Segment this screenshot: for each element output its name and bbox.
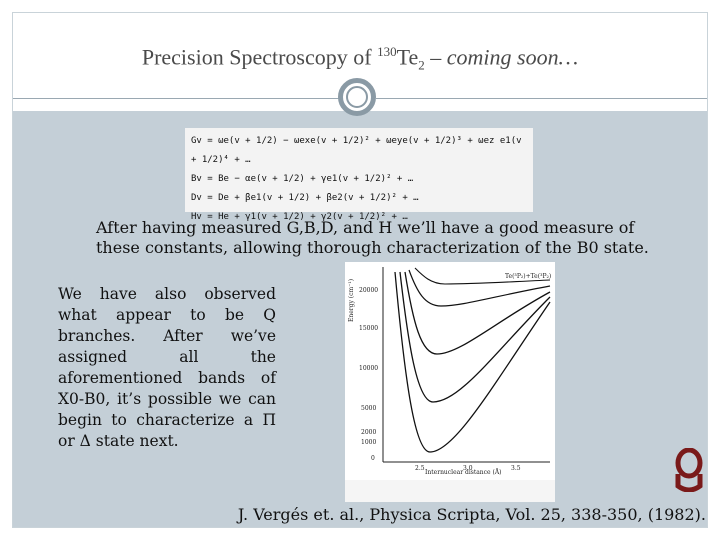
title-rule-right [376, 98, 707, 99]
citation: J. Vergés et. al., Physica Scripta, Vol.… [237, 505, 706, 524]
figure-ytick: 2000 [361, 429, 376, 436]
slide-title: Precision Spectroscopy of 130Te2 – comin… [0, 44, 720, 74]
figure-ylabel: Energy (cm⁻¹) [348, 279, 355, 322]
title-suffix: – coming soon… [424, 44, 579, 70]
circle-ornament-icon [338, 78, 376, 116]
figure-xtick: 3.5 [511, 465, 521, 472]
potential-curve-b [399, 271, 551, 403]
figure-caption-area [345, 480, 555, 502]
ou-logo-icon [675, 448, 703, 492]
potential-curve-upper [408, 269, 551, 307]
figure-ytick: 1000 [361, 439, 376, 446]
figure-corner-label: Te(³P₂)+Te(³P₂) [505, 273, 551, 280]
potential-curves-figure: Energy (cm⁻¹) Internuclear distance (Å) … [345, 262, 555, 502]
potential-curve-a [404, 271, 551, 355]
slide-frame [12, 12, 708, 528]
figure-ytick: 15000 [359, 325, 378, 332]
title-prefix: Precision Spectroscopy of [141, 44, 378, 70]
potential-curves-svg: Energy (cm⁻¹) Internuclear distance (Å) … [345, 267, 555, 502]
title-isotope: 130 [377, 44, 397, 59]
paragraph-q-branches: We have also observed what appear to be … [58, 285, 276, 450]
figure-ytick: 5000 [361, 405, 376, 412]
figure-ytick: 10000 [359, 365, 378, 372]
title-subscript: 2 [418, 57, 425, 73]
equation-line: Hv = He + γ1(v + 1/2) + γ2(v + 1/2)² + … [191, 212, 408, 222]
equation-line: Dv = De + βe1(v + 1/2) + βe2(v + 1/2)² +… [191, 193, 419, 203]
equations-image: Gv = ωe(v + 1/2) − ωexe(v + 1/2)² + ωeye… [185, 128, 533, 222]
equation-line: Gv = ωe(v + 1/2) − ωexe(v + 1/2)² + ωeye… [191, 136, 522, 165]
title-element: Te [396, 44, 419, 70]
figure-xtick: 3.0 [463, 465, 473, 472]
figure-ytick: 0 [371, 455, 375, 462]
figure-ytick: 20000 [359, 287, 378, 294]
title-rule-left [13, 98, 343, 99]
potential-curve-x [394, 271, 551, 453]
potential-curve-top [414, 267, 551, 285]
figure-xtick: 2.5 [415, 465, 425, 472]
figure-xlabel: Internuclear distance (Å) [425, 468, 502, 476]
paragraph-constants: After having measured G,B,D, and H we’ll… [96, 218, 649, 257]
equation-line: Bv = Be − αe(v + 1/2) + γe1(v + 1/2)² + … [191, 174, 414, 184]
